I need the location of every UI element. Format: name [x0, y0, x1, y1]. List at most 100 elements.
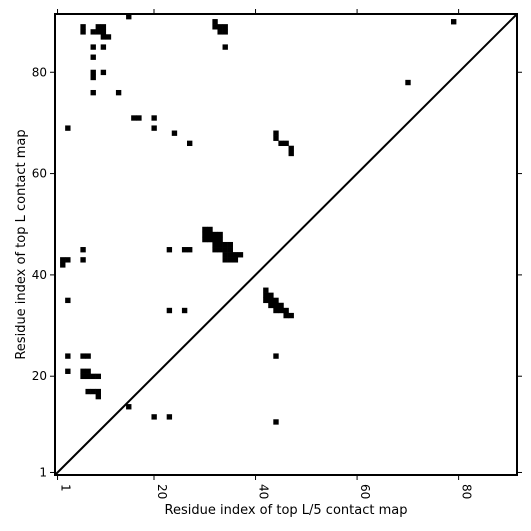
contact-cell — [95, 24, 101, 30]
contact-cell — [95, 29, 101, 35]
contact-cell — [80, 247, 86, 253]
y-tick-label: 1 — [39, 465, 47, 479]
contact-cell — [85, 368, 91, 374]
contact-cell — [217, 24, 223, 30]
contact-cell — [273, 130, 279, 136]
contact-cell — [85, 373, 91, 380]
contact-cell — [85, 353, 91, 359]
contact-cell — [222, 247, 228, 253]
contact-cell — [65, 353, 71, 359]
x-axis-label: Residue index of top L/5 contact map — [165, 503, 408, 518]
contact-cell — [222, 24, 228, 30]
contact-cell — [100, 69, 107, 76]
contact-cell — [171, 130, 178, 136]
contact-cell — [151, 414, 157, 420]
x-tick-label: 20 — [155, 484, 169, 499]
diagonal-line — [54, 13, 518, 476]
contact-cell — [227, 252, 233, 258]
contact-cell — [207, 226, 213, 233]
axis-ticks: 1 20 40 60 80 1 20 40 60 80 — [32, 9, 522, 499]
contact-cell — [217, 236, 223, 243]
contact-cell — [212, 24, 218, 30]
contact-cell — [222, 241, 228, 248]
contact-cell — [202, 236, 208, 243]
contact-cell — [212, 247, 218, 253]
contact-cell — [202, 226, 208, 233]
contact-cell — [95, 393, 101, 400]
contact-cell — [222, 29, 228, 35]
y-tick-label: 40 — [32, 268, 47, 282]
contact-cell — [405, 79, 411, 86]
contact-cell — [273, 419, 279, 425]
contact-cell — [115, 89, 122, 96]
contact-cell — [90, 89, 96, 96]
contact-cell — [95, 373, 101, 380]
contact-cell — [90, 44, 96, 50]
contact-cell — [90, 74, 96, 81]
contact-cell — [283, 307, 289, 314]
contact-cell — [268, 302, 274, 309]
contact-cell — [65, 125, 71, 131]
contact-cell — [105, 34, 112, 40]
contact-cell — [90, 373, 96, 380]
contact-cell — [65, 257, 71, 263]
contact-cell — [181, 247, 188, 253]
contact-cell — [60, 262, 66, 268]
contact-cell — [217, 247, 223, 253]
contact-cell — [151, 115, 157, 121]
y-tick-label: 60 — [32, 167, 47, 181]
contact-cell — [222, 44, 228, 50]
contact-cell — [90, 69, 96, 76]
contact-cell — [100, 29, 107, 35]
contact-cell — [100, 34, 107, 40]
contact-cell — [187, 247, 193, 253]
contact-cell — [288, 145, 294, 152]
contact-cell — [273, 307, 279, 314]
contact-cell — [273, 302, 279, 309]
contact-cell — [263, 297, 269, 304]
contact-cell — [126, 404, 132, 410]
contact-cell — [268, 292, 274, 298]
contact-cell — [60, 257, 66, 263]
contact-cell — [100, 44, 107, 50]
contact-cell — [187, 140, 193, 147]
contact-cell — [80, 24, 86, 30]
y-tick-label: 80 — [32, 65, 47, 79]
contact-cell — [126, 14, 132, 20]
contact-cell — [100, 24, 107, 30]
contact-cell — [288, 312, 294, 319]
x-tick-label: 40 — [257, 484, 271, 499]
contact-cell — [80, 257, 86, 263]
contact-cell — [136, 115, 142, 121]
contact-cell — [95, 388, 101, 395]
contact-cell — [212, 19, 218, 25]
contact-cell — [212, 231, 218, 238]
contact-cell — [80, 368, 86, 374]
contact-cell — [237, 252, 244, 258]
contact-cell — [278, 302, 284, 309]
contact-cell — [217, 231, 223, 238]
contact-cell — [268, 297, 274, 304]
contact-cell — [217, 29, 223, 35]
contact-cell — [263, 287, 269, 293]
contact-cell — [90, 54, 96, 60]
contact-cell — [451, 19, 457, 25]
contact-cell — [278, 140, 284, 147]
y-axis-label: Residue index of top L contact map — [14, 129, 29, 359]
contact-cell — [151, 125, 157, 131]
x-tick-label: 60 — [358, 484, 372, 499]
plot-frame — [54, 13, 518, 476]
contact-cells — [60, 14, 457, 425]
x-tick-label: 1 — [59, 484, 73, 492]
contact-cell — [217, 241, 223, 248]
contact-cell — [283, 312, 289, 319]
contact-cell — [131, 115, 137, 121]
contact-cell — [283, 140, 289, 147]
contact-cell — [288, 150, 294, 157]
contact-cell — [273, 297, 279, 304]
contact-cell — [227, 247, 233, 253]
x-tick-label: 80 — [460, 484, 474, 499]
contact-cell — [222, 257, 228, 263]
contact-cell — [80, 373, 86, 380]
